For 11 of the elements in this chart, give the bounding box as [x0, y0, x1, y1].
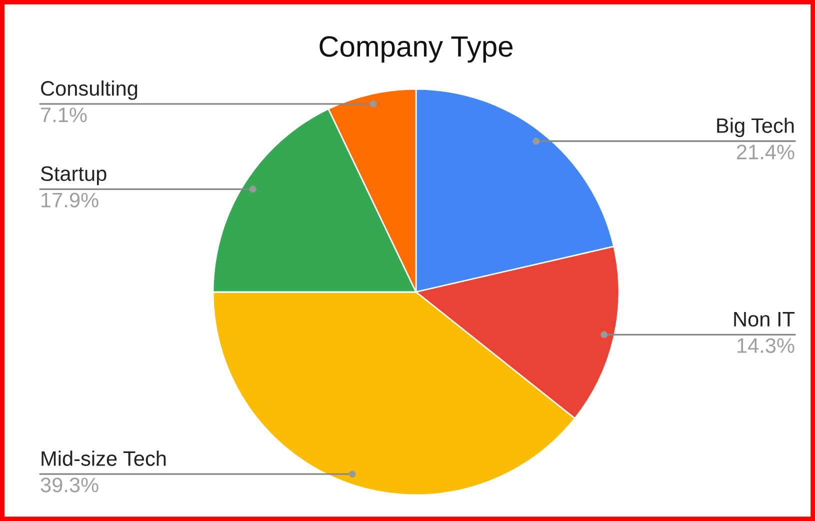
slice-label: Mid-size Tech — [42, 450, 166, 466]
data-label: 21.4% — [736, 144, 794, 160]
data-label: 14.3% — [738, 338, 794, 353]
slice-label: Startup — [40, 166, 106, 186]
data-label: 39.3% — [40, 478, 98, 492]
slice-label: Non IT — [734, 312, 795, 327]
data-label: 17.9% — [42, 192, 98, 208]
chart-title: Company Type — [320, 36, 513, 63]
data-label: 7.1% — [41, 108, 87, 122]
slice-label: Big Tech — [717, 118, 794, 138]
slice-label: Consulting — [41, 80, 138, 100]
